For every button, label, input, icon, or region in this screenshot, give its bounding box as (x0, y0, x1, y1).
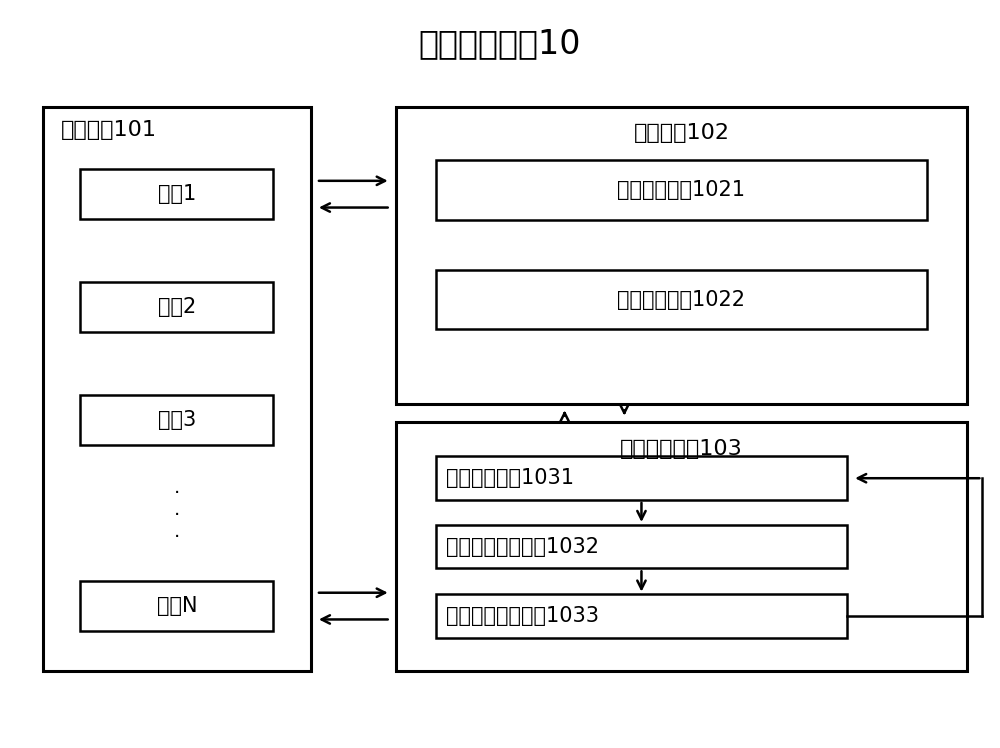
Text: 设备3: 设备3 (158, 410, 196, 430)
Text: 数据处理网络10: 数据处理网络10 (419, 27, 581, 60)
Text: ·
·
·: · · · (174, 484, 180, 548)
Text: 协议报文处理模块1033: 协议报文处理模块1033 (446, 607, 599, 626)
Bar (80, 581, 273, 631)
Bar (396, 107, 967, 404)
Text: 可编程交换机103: 可编程交换机103 (620, 438, 743, 459)
Text: 设备2: 设备2 (158, 297, 196, 317)
Bar (80, 395, 273, 445)
Text: 处理模块102: 处理模块102 (633, 123, 729, 143)
Bar (396, 423, 967, 671)
Bar (436, 595, 847, 638)
Bar (80, 282, 273, 332)
Bar (80, 169, 273, 219)
Text: 被测设备101: 被测设备101 (60, 120, 156, 140)
Text: 设备N: 设备N (157, 596, 197, 616)
Bar (436, 160, 927, 220)
Text: 设备1: 设备1 (158, 184, 196, 204)
Bar (436, 525, 847, 568)
Bar (436, 456, 847, 500)
Text: 获取报文模块1031: 获取报文模块1031 (446, 468, 574, 488)
Text: 控制平面模块1022: 控制平面模块1022 (617, 289, 745, 310)
Text: 数据平面模块1021: 数据平面模块1021 (617, 180, 745, 200)
Bar (43, 107, 311, 671)
Text: 协议报文队列模块1032: 协议报文队列模块1032 (446, 536, 599, 557)
Bar (436, 270, 927, 329)
